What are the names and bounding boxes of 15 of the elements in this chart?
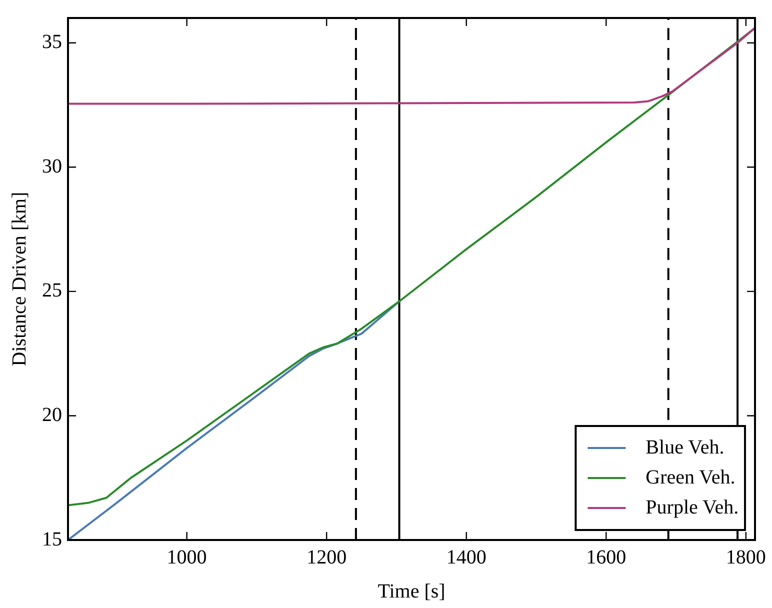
legend-label: Green Veh. [646,466,736,488]
y-tick-label: 35 [42,31,62,54]
y-axis-title: Distance Driven [km] [8,192,30,366]
x-tick-label: 1400 [446,546,486,568]
legend-label: Purple Veh. [646,496,739,518]
legend-label: Blue Veh. [646,436,724,458]
y-tick-label: 25 [42,280,62,302]
y-tick-label: 15 [42,528,62,550]
x-tick-label: 1000 [166,546,207,568]
y-tick-label: 20 [42,404,62,426]
x-tick-label: 1200 [306,546,347,568]
x-tick-label: 1800 [726,546,766,568]
y-tick-label: 30 [42,155,62,178]
x-tick-label: 1600 [586,546,626,568]
x-axis-title: Time [s] [378,580,446,602]
